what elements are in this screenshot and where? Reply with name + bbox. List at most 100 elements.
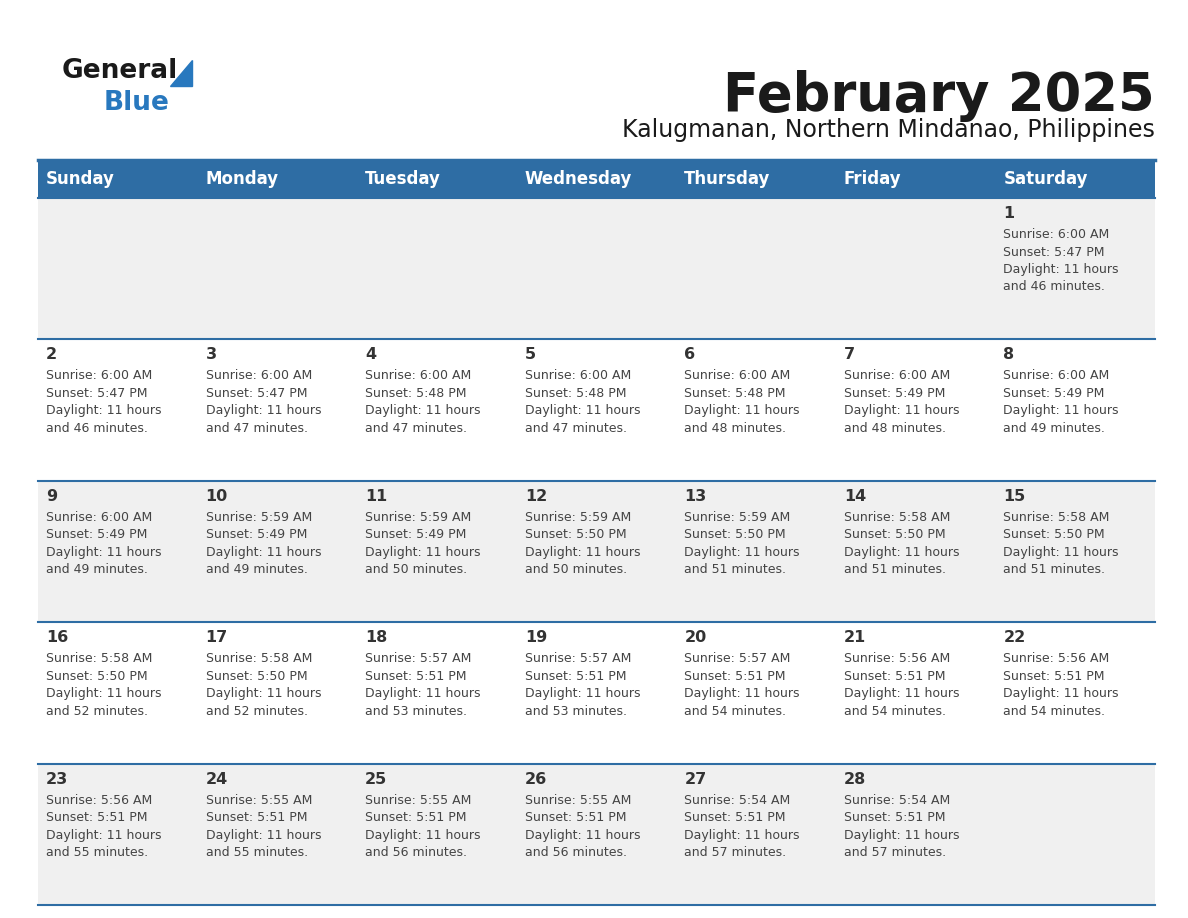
Text: Daylight: 11 hours: Daylight: 11 hours [684,546,800,559]
Text: Blue: Blue [105,90,170,116]
Text: Sunrise: 5:58 AM: Sunrise: 5:58 AM [1004,510,1110,524]
Bar [38,481,1155,622]
Text: 6: 6 [684,347,695,363]
Text: Daylight: 11 hours: Daylight: 11 hours [684,829,800,842]
Text: and 56 minutes.: and 56 minutes. [365,846,467,859]
Text: and 53 minutes.: and 53 minutes. [365,705,467,718]
Text: Sunset: 5:51 PM: Sunset: 5:51 PM [365,670,467,683]
Text: Daylight: 11 hours: Daylight: 11 hours [843,546,960,559]
Text: Tuesday: Tuesday [365,170,441,188]
Text: and 52 minutes.: and 52 minutes. [46,705,148,718]
Text: 11: 11 [365,488,387,504]
Text: Sunset: 5:49 PM: Sunset: 5:49 PM [365,528,467,542]
Text: Daylight: 11 hours: Daylight: 11 hours [684,405,800,418]
Text: Sunset: 5:51 PM: Sunset: 5:51 PM [684,670,785,683]
Text: Saturday: Saturday [1004,170,1088,188]
Text: Sunrise: 5:59 AM: Sunrise: 5:59 AM [206,510,311,524]
Text: Sunset: 5:51 PM: Sunset: 5:51 PM [843,670,946,683]
Text: Sunset: 5:51 PM: Sunset: 5:51 PM [525,812,626,824]
Text: Sunday: Sunday [46,170,115,188]
Text: and 55 minutes.: and 55 minutes. [206,846,308,859]
Text: and 50 minutes.: and 50 minutes. [365,564,467,577]
Text: Sunrise: 5:54 AM: Sunrise: 5:54 AM [843,793,950,807]
Polygon shape [170,60,192,86]
Text: Sunset: 5:50 PM: Sunset: 5:50 PM [843,528,946,542]
Text: Daylight: 11 hours: Daylight: 11 hours [843,405,960,418]
Text: 21: 21 [843,630,866,645]
Text: Sunrise: 5:57 AM: Sunrise: 5:57 AM [525,652,631,666]
Text: 20: 20 [684,630,707,645]
Text: Sunset: 5:51 PM: Sunset: 5:51 PM [46,812,147,824]
Text: Sunrise: 5:55 AM: Sunrise: 5:55 AM [525,793,631,807]
Text: Sunset: 5:51 PM: Sunset: 5:51 PM [206,812,307,824]
Text: and 54 minutes.: and 54 minutes. [684,705,786,718]
Bar [38,160,1155,198]
Text: Sunrise: 5:55 AM: Sunrise: 5:55 AM [365,793,472,807]
Text: and 49 minutes.: and 49 minutes. [46,564,147,577]
Text: 17: 17 [206,630,228,645]
Bar [38,764,1155,905]
Text: 1: 1 [1004,206,1015,221]
Text: Sunset: 5:47 PM: Sunset: 5:47 PM [206,386,307,400]
Text: Sunset: 5:49 PM: Sunset: 5:49 PM [46,528,147,542]
Text: 13: 13 [684,488,707,504]
Text: and 49 minutes.: and 49 minutes. [1004,422,1105,435]
Text: Daylight: 11 hours: Daylight: 11 hours [525,829,640,842]
Text: Sunrise: 5:58 AM: Sunrise: 5:58 AM [46,652,152,666]
Text: and 57 minutes.: and 57 minutes. [684,846,786,859]
Text: Sunrise: 6:00 AM: Sunrise: 6:00 AM [843,369,950,383]
Text: Daylight: 11 hours: Daylight: 11 hours [525,688,640,700]
Text: 3: 3 [206,347,216,363]
Text: Sunset: 5:50 PM: Sunset: 5:50 PM [206,670,308,683]
Text: 14: 14 [843,488,866,504]
Text: Sunset: 5:51 PM: Sunset: 5:51 PM [365,812,467,824]
Text: and 52 minutes.: and 52 minutes. [206,705,308,718]
Text: Sunrise: 5:59 AM: Sunrise: 5:59 AM [684,510,790,524]
Text: 28: 28 [843,772,866,787]
Text: Sunset: 5:47 PM: Sunset: 5:47 PM [46,386,147,400]
Text: Sunrise: 5:58 AM: Sunrise: 5:58 AM [206,652,312,666]
Text: Daylight: 11 hours: Daylight: 11 hours [843,688,960,700]
Text: Sunrise: 6:00 AM: Sunrise: 6:00 AM [46,510,152,524]
Text: 22: 22 [1004,630,1025,645]
Text: Sunset: 5:49 PM: Sunset: 5:49 PM [843,386,946,400]
Text: Daylight: 11 hours: Daylight: 11 hours [1004,546,1119,559]
Text: Sunrise: 5:58 AM: Sunrise: 5:58 AM [843,510,950,524]
Text: Kalugmanan, Northern Mindanao, Philippines: Kalugmanan, Northern Mindanao, Philippin… [623,118,1155,142]
Text: 5: 5 [525,347,536,363]
Text: 9: 9 [46,488,57,504]
Text: February 2025: February 2025 [723,70,1155,122]
Text: 12: 12 [525,488,546,504]
Bar [38,340,1155,481]
Text: Sunrise: 5:57 AM: Sunrise: 5:57 AM [684,652,791,666]
Text: Sunset: 5:50 PM: Sunset: 5:50 PM [525,528,626,542]
Text: and 51 minutes.: and 51 minutes. [843,564,946,577]
Text: Sunset: 5:47 PM: Sunset: 5:47 PM [1004,245,1105,259]
Text: Daylight: 11 hours: Daylight: 11 hours [206,829,321,842]
Text: and 53 minutes.: and 53 minutes. [525,705,627,718]
Text: and 51 minutes.: and 51 minutes. [1004,564,1105,577]
Text: 8: 8 [1004,347,1015,363]
Bar [38,198,1155,340]
Text: Monday: Monday [206,170,279,188]
Text: Daylight: 11 hours: Daylight: 11 hours [843,829,960,842]
Text: Sunrise: 6:00 AM: Sunrise: 6:00 AM [365,369,472,383]
Text: Daylight: 11 hours: Daylight: 11 hours [525,405,640,418]
Text: Thursday: Thursday [684,170,771,188]
Text: Sunset: 5:48 PM: Sunset: 5:48 PM [684,386,785,400]
Text: and 48 minutes.: and 48 minutes. [684,422,786,435]
Text: Sunrise: 5:54 AM: Sunrise: 5:54 AM [684,793,790,807]
Text: Daylight: 11 hours: Daylight: 11 hours [1004,688,1119,700]
Text: Daylight: 11 hours: Daylight: 11 hours [206,405,321,418]
Text: Sunset: 5:51 PM: Sunset: 5:51 PM [525,670,626,683]
Text: and 47 minutes.: and 47 minutes. [206,422,308,435]
Text: 7: 7 [843,347,855,363]
Text: and 48 minutes.: and 48 minutes. [843,422,946,435]
Text: Daylight: 11 hours: Daylight: 11 hours [365,546,481,559]
Text: Sunset: 5:50 PM: Sunset: 5:50 PM [1004,528,1105,542]
Text: and 46 minutes.: and 46 minutes. [1004,281,1105,294]
Text: Sunset: 5:51 PM: Sunset: 5:51 PM [684,812,785,824]
Text: and 47 minutes.: and 47 minutes. [525,422,627,435]
Text: Sunrise: 6:00 AM: Sunrise: 6:00 AM [684,369,790,383]
Text: 16: 16 [46,630,68,645]
